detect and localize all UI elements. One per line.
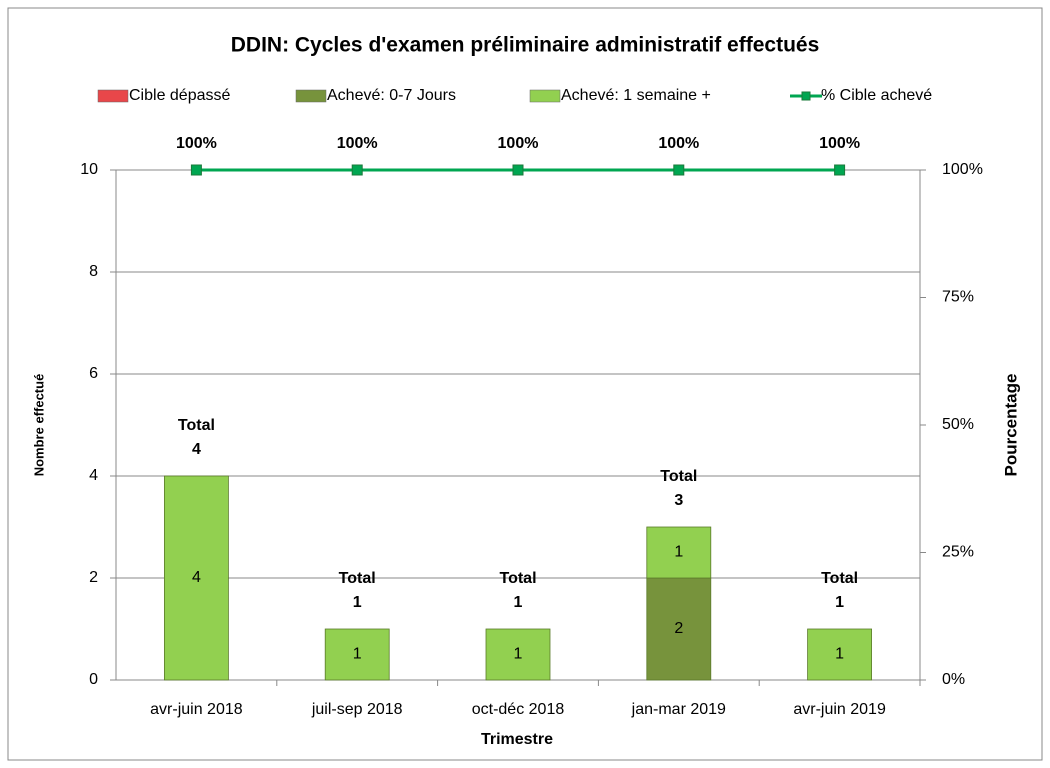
total-label: Total — [499, 570, 536, 587]
y2-axis-label: Pourcentage — [1001, 374, 1020, 477]
bar-segment — [163, 475, 229, 681]
bar-segment — [485, 628, 551, 681]
y2-tick-label: 50% — [942, 416, 974, 433]
bar-segment — [324, 628, 390, 681]
y-tick-label: 0 — [89, 671, 98, 688]
y-tick-label: 4 — [89, 467, 98, 484]
line-marker — [673, 164, 685, 176]
line-marker — [190, 164, 202, 176]
bar-segment — [646, 577, 712, 681]
bar-value-label: 4 — [192, 569, 201, 586]
bar-value-label: 1 — [674, 544, 683, 561]
x-tick-label: avr-juin 2019 — [793, 701, 886, 718]
line-marker — [351, 164, 363, 176]
bar-segment — [807, 628, 872, 681]
x-tick-label: oct-déc 2018 — [472, 701, 565, 718]
total-label: Total — [339, 570, 376, 587]
y2-tick-label: 75% — [942, 289, 974, 306]
x-axis-label: Trimestre — [481, 731, 553, 748]
legend-label: Achevé: 1 semaine + — [561, 87, 711, 104]
line-value-label: 100% — [498, 135, 539, 152]
legend-label: % Cible achevé — [821, 87, 932, 104]
y2-tick-label: 100% — [942, 161, 983, 178]
y-tick-label: 10 — [80, 161, 98, 178]
chart-title: DDIN: Cycles d'examen préliminaire admin… — [231, 34, 820, 57]
line-marker — [512, 164, 524, 176]
total-label: Total — [178, 417, 215, 434]
x-tick-label: jan-mar 2019 — [631, 701, 726, 718]
legend-swatch — [97, 89, 129, 103]
bar-value-label: 1 — [514, 646, 523, 663]
y-axis-label: Nombre effectué — [31, 374, 46, 477]
total-value: 1 — [514, 594, 523, 611]
y-tick-label: 6 — [89, 365, 98, 382]
line-value-label: 100% — [337, 135, 378, 152]
bar-value-label: 1 — [353, 646, 362, 663]
line-value-label: 100% — [176, 135, 217, 152]
line-value-label: 100% — [658, 135, 699, 152]
legend-label: Achevé: 0-7 Jours — [327, 87, 456, 104]
total-value: 1 — [835, 594, 844, 611]
bar-value-label: 2 — [674, 620, 683, 637]
y-tick-label: 8 — [89, 263, 98, 280]
total-label: Total — [821, 570, 858, 587]
line-marker — [834, 164, 846, 176]
total-value: 4 — [192, 441, 201, 458]
y2-tick-label: 0% — [942, 671, 965, 688]
x-tick-label: avr-juin 2018 — [150, 701, 243, 718]
y-tick-label: 2 — [89, 569, 98, 586]
legend-swatch — [295, 89, 327, 103]
legend-label: Cible dépassé — [129, 87, 231, 104]
legend-swatch — [529, 89, 561, 103]
bar-value-label: 1 — [835, 646, 844, 663]
y2-tick-label: 25% — [942, 544, 974, 561]
total-value: 1 — [353, 594, 362, 611]
line-value-label: 100% — [819, 135, 860, 152]
total-value: 3 — [674, 492, 683, 509]
total-label: Total — [660, 468, 697, 485]
x-tick-label: juil-sep 2018 — [311, 701, 403, 718]
bar-segment — [646, 526, 712, 579]
legend-marker — [801, 91, 811, 101]
